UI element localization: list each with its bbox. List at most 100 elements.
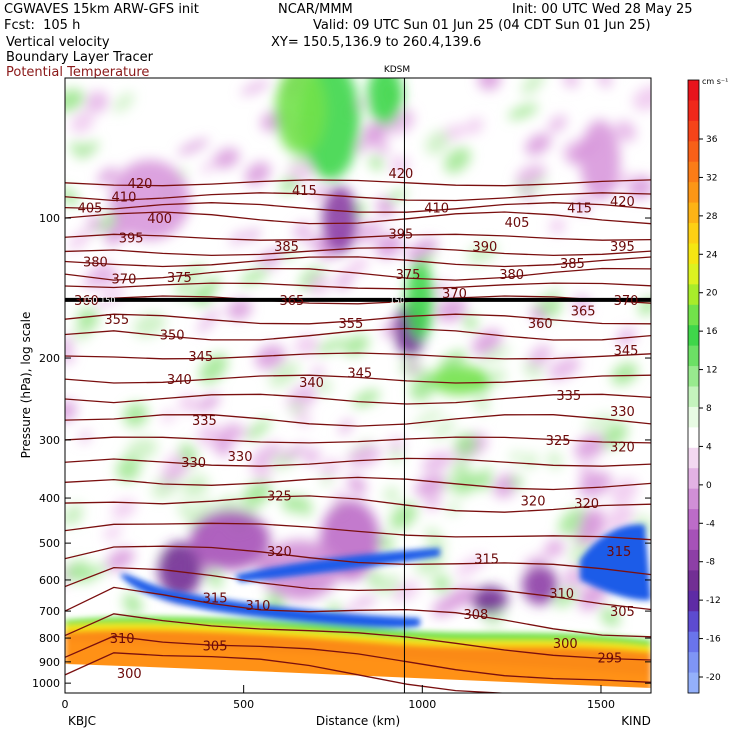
w-blob: [574, 197, 590, 213]
w-blob: [97, 167, 118, 185]
isentrope-label: 360: [528, 317, 553, 332]
w-blob: [77, 307, 99, 330]
w-blob: [116, 456, 141, 482]
w-core: [430, 365, 490, 395]
colorbar-bin: [688, 549, 699, 571]
isentrope-line: [65, 233, 651, 241]
w-blob: [432, 593, 463, 617]
w-blob: [255, 344, 286, 370]
w-blob: [97, 267, 119, 288]
isentrope-label: 420: [128, 177, 153, 192]
isentrope-label: 420: [610, 195, 635, 210]
w-blob: [186, 500, 214, 528]
w-blob: [578, 471, 612, 498]
left-endpoint-label: KBJC: [68, 714, 96, 728]
w-blob: [446, 502, 461, 515]
colorbar-bin: [688, 488, 699, 510]
isentrope-line: [65, 352, 651, 360]
w-blob: [545, 539, 564, 557]
isentrope-label: 345: [347, 367, 372, 382]
w-blob: [69, 141, 82, 153]
w-blob: [123, 402, 149, 428]
y-axis-label: Pressure (hPa), log scale: [19, 312, 33, 459]
w-blob: [293, 222, 313, 240]
x-tick-label: 1000: [408, 698, 436, 711]
w-blob: [333, 490, 347, 504]
colorbar-label: -16: [706, 635, 721, 645]
isentrope-label: 370: [614, 294, 639, 309]
w-core: [190, 510, 270, 570]
isentrope-label: 380: [83, 255, 108, 270]
isentrope-line: [65, 313, 651, 325]
w-blob: [455, 555, 487, 577]
w-blob: [289, 401, 303, 415]
w-blob: [407, 359, 420, 375]
isentrope-label: 345: [188, 350, 213, 365]
colorbar-bin: [688, 223, 699, 244]
colorbar: 36 32 28 24 20 16 12 8 4 0 -4 -8 -12 -16 -20: [687, 79, 721, 694]
colorbar-units: cm s⁻¹: [702, 77, 728, 86]
w-blob: [367, 572, 382, 586]
colorbar-bin: [688, 570, 699, 592]
w-blob: [406, 237, 438, 263]
tracer-shading: [65, 524, 651, 693]
w-blob: [563, 78, 579, 88]
isentrope-label: 305: [203, 640, 228, 655]
w-blob: [555, 588, 577, 608]
pressure-150-label: 150: [100, 296, 115, 305]
isentrope-line: [65, 192, 651, 202]
w-blob: [339, 419, 353, 434]
w-blob: [597, 78, 612, 88]
colorbar-bin: [688, 652, 699, 674]
isentrope-label: 310: [549, 587, 574, 602]
w-blob: [113, 92, 135, 113]
isentrope-label: 330: [228, 450, 253, 465]
w-blob: [352, 220, 383, 245]
isentrope-label: 315: [203, 592, 228, 607]
isentrope-line: [65, 414, 651, 427]
w-blob: [177, 502, 193, 518]
w-blob: [79, 430, 92, 443]
x-axis-label: Distance (km): [316, 714, 400, 728]
w-blob: [477, 78, 501, 91]
w-blob: [294, 334, 319, 356]
w-blob: [85, 91, 109, 113]
isentrope-label: 385: [274, 240, 299, 255]
w-blob: [466, 117, 484, 135]
colorbar-bin: [688, 141, 699, 163]
w-blob: [487, 368, 507, 386]
w-blob: [245, 419, 272, 440]
colorbar-bin: [688, 80, 699, 101]
isentrope-label: 345: [614, 344, 639, 359]
w-blob: [177, 138, 209, 155]
isentrope-label: 390: [472, 240, 497, 255]
isentrope-line: [65, 436, 651, 444]
colorbar-label: 0: [706, 481, 712, 491]
w-core: [322, 186, 358, 254]
w-blob: [198, 276, 221, 297]
isentrope-label: 405: [505, 216, 530, 231]
w-blob: [515, 164, 547, 186]
w-blob: [65, 503, 84, 527]
w-blob: [308, 274, 330, 296]
colorbar-bin: [688, 325, 699, 347]
cross-section-coords: XY= 150.5,136.9 to 260.4,139.6: [271, 35, 482, 50]
y-tick-label: 600: [39, 574, 60, 587]
w-blob: [352, 389, 381, 407]
isentrope-label: 395: [388, 228, 413, 243]
valid-time: Valid: 09 UTC Sun 01 Jun 25 (04 CDT Sun …: [313, 18, 651, 33]
tracer-blue-tongue: [120, 573, 420, 629]
isentrope-line: [65, 295, 651, 305]
w-blob: [161, 410, 176, 423]
isentrope-label: 300: [553, 637, 578, 652]
isentrope-label: 295: [597, 651, 622, 666]
y-tick-label: 500: [39, 537, 60, 550]
w-core: [367, 78, 403, 125]
colorbar-bin: [688, 529, 699, 551]
colorbar-bin: [688, 427, 699, 449]
colorbar-bin: [688, 243, 699, 265]
isentrope-label: 365: [279, 294, 304, 309]
isentrope-line: [65, 282, 651, 290]
isentropes: [65, 179, 651, 693]
w-blob: [106, 547, 135, 572]
